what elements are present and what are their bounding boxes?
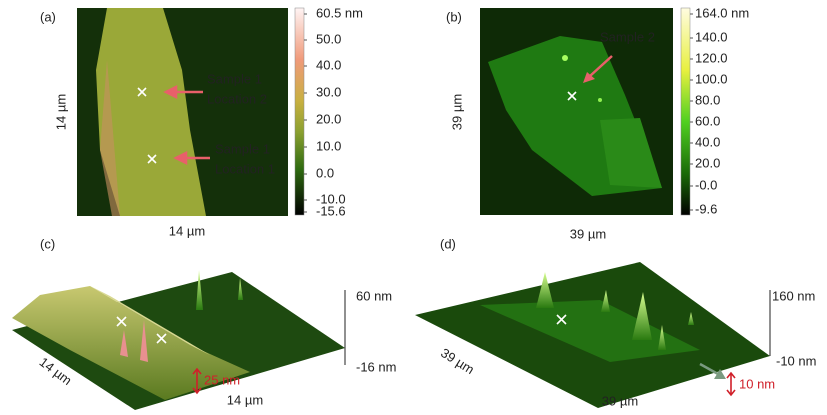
panel-label: (a) [40, 9, 56, 24]
y-axis-label: 39 µm [438, 345, 477, 377]
peak [658, 325, 666, 350]
arrow-head [583, 72, 595, 83]
step-arrow [726, 371, 736, 397]
peak [632, 292, 652, 340]
peak [536, 272, 554, 308]
particle [598, 98, 602, 102]
z-max-label: 60 nm [356, 288, 392, 303]
cross [156, 333, 167, 344]
colorbar-label: 10.0 [316, 138, 341, 153]
arrow [589, 55, 613, 77]
step-label: 10 nm [739, 376, 775, 391]
colorbar-label: 140.0 [695, 29, 728, 44]
annotation: Location 2 [207, 91, 267, 106]
colorbar-label: 164.0 nm [695, 5, 749, 20]
panel-c: (c) 60 nm -16 nm 25 nm 14 µm 14 µm [12, 236, 396, 410]
particle [562, 55, 568, 61]
flake-edge [100, 60, 120, 216]
colorbar-label: 40.0 [316, 57, 341, 72]
markers [137, 87, 157, 164]
markers [116, 316, 167, 344]
colorbar-label: 120.0 [695, 50, 728, 65]
colorbar-label: 20.0 [695, 155, 720, 170]
annotation: Sample 1 [215, 141, 270, 156]
arrow [699, 362, 719, 376]
flake-layer [600, 118, 662, 188]
peak [601, 290, 610, 312]
colorbar-label: 100.0 [695, 71, 728, 86]
colorbar-label: 60.5 nm [316, 5, 363, 20]
cross [137, 87, 147, 97]
x-axis-label: 39 µm [570, 226, 606, 241]
ridge [12, 286, 250, 400]
flake [480, 300, 700, 362]
colorbar-label: 50.0 [316, 31, 341, 46]
peak [120, 330, 128, 357]
cross [147, 154, 157, 164]
colorbar-label: 20.0 [316, 111, 341, 126]
colorbar [294, 7, 305, 216]
arrow-head [173, 150, 188, 166]
colorbar-label: -15.6 [316, 203, 346, 218]
arrow-head [714, 369, 726, 379]
panel-d: (d) 160 nm -10 nm 10 nm 39 µm 39 µm [415, 236, 816, 408]
ridge-top [90, 286, 210, 355]
y-axis-label: 14 µm [53, 94, 68, 130]
peak [688, 312, 694, 325]
x-axis-label: 14 µm [169, 223, 205, 238]
step-label: 25 nm [204, 372, 240, 387]
panel-label: (d) [440, 236, 456, 251]
arrow-head [163, 84, 178, 100]
panel-b: (b) 39 µm 39 µm [446, 7, 691, 241]
colorbar [680, 7, 691, 216]
colorbar-label: -10.0 [316, 191, 346, 206]
colorbar-label: 60.0 [695, 113, 720, 128]
annotation: Sample 1 [207, 71, 262, 86]
panel-label: (b) [446, 9, 462, 24]
peaks [536, 272, 694, 350]
z-min-label: -10 nm [776, 353, 816, 368]
colorbar-label: 30.0 [316, 84, 341, 99]
arrows [163, 84, 210, 166]
peak [238, 278, 243, 300]
step-arrow [192, 367, 202, 395]
annotation: Location 1 [215, 161, 275, 176]
x-axis-label: 39 µm [602, 393, 638, 408]
colorbar-label: -9.6 [695, 201, 717, 216]
y-axis-label: 39 µm [449, 94, 464, 130]
cross [567, 91, 577, 101]
colorbar-label: 80.0 [695, 92, 720, 107]
colorbar-label: 40.0 [695, 134, 720, 149]
panel-a: (a) 14 µm 14 µm [40, 7, 305, 238]
peak [140, 320, 148, 362]
z-max-label: 160 nm [772, 288, 815, 303]
peak [196, 270, 203, 310]
cross [116, 316, 127, 327]
cross [556, 314, 567, 325]
peaks [120, 270, 243, 362]
z-min-label: -16 nm [356, 359, 396, 374]
annotation: Sample 2 [600, 29, 655, 44]
x-axis-label: 14 µm [227, 392, 263, 407]
flake [96, 8, 206, 216]
colorbar-label: -0.0 [695, 177, 717, 192]
colorbar-label: 0.0 [316, 165, 334, 180]
panel-label: (c) [40, 236, 55, 251]
